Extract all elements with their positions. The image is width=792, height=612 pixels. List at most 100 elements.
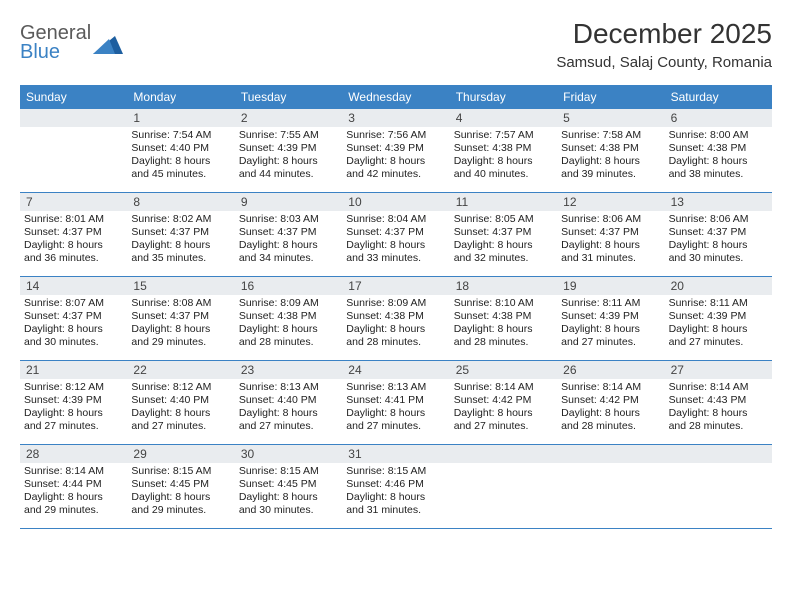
sunset-text: Sunset: 4:37 PM bbox=[131, 226, 228, 239]
daylight-line2: and 28 minutes. bbox=[454, 336, 551, 349]
sunset-text: Sunset: 4:42 PM bbox=[454, 394, 551, 407]
day-body: Sunrise: 8:04 AMSunset: 4:37 PMDaylight:… bbox=[342, 211, 449, 270]
sunset-text: Sunset: 4:42 PM bbox=[561, 394, 658, 407]
daylight-line1: Daylight: 8 hours bbox=[24, 407, 121, 420]
daylight-line1: Daylight: 8 hours bbox=[239, 491, 336, 504]
day-number bbox=[450, 445, 557, 463]
sunrise-text: Sunrise: 8:10 AM bbox=[454, 297, 551, 310]
daylight-line1: Daylight: 8 hours bbox=[131, 323, 228, 336]
day-body: Sunrise: 8:14 AMSunset: 4:43 PMDaylight:… bbox=[665, 379, 772, 438]
dow-header: Tuesday bbox=[235, 85, 342, 109]
calendar-cell: 5Sunrise: 7:58 AMSunset: 4:38 PMDaylight… bbox=[557, 109, 664, 193]
day-body: Sunrise: 8:03 AMSunset: 4:37 PMDaylight:… bbox=[235, 211, 342, 270]
day-body: Sunrise: 8:06 AMSunset: 4:37 PMDaylight:… bbox=[557, 211, 664, 270]
daylight-line2: and 35 minutes. bbox=[131, 252, 228, 265]
dow-header: Sunday bbox=[20, 85, 127, 109]
calendar-cell: 30Sunrise: 8:15 AMSunset: 4:45 PMDayligh… bbox=[235, 445, 342, 529]
sunrise-text: Sunrise: 8:04 AM bbox=[346, 213, 443, 226]
day-body: Sunrise: 8:05 AMSunset: 4:37 PMDaylight:… bbox=[450, 211, 557, 270]
daylight-line2: and 28 minutes. bbox=[561, 420, 658, 433]
location-text: Samsud, Salaj County, Romania bbox=[556, 54, 772, 71]
sunrise-text: Sunrise: 7:58 AM bbox=[561, 129, 658, 142]
sunset-text: Sunset: 4:37 PM bbox=[24, 226, 121, 239]
calendar-cell: 31Sunrise: 8:15 AMSunset: 4:46 PMDayligh… bbox=[342, 445, 449, 529]
sunset-text: Sunset: 4:39 PM bbox=[24, 394, 121, 407]
day-number: 19 bbox=[557, 277, 664, 295]
day-body: Sunrise: 8:15 AMSunset: 4:45 PMDaylight:… bbox=[235, 463, 342, 522]
dow-header: Monday bbox=[127, 85, 234, 109]
sunrise-text: Sunrise: 8:12 AM bbox=[131, 381, 228, 394]
day-number: 30 bbox=[235, 445, 342, 463]
week-row: 1Sunrise: 7:54 AMSunset: 4:40 PMDaylight… bbox=[20, 109, 772, 193]
week-row: 14Sunrise: 8:07 AMSunset: 4:37 PMDayligh… bbox=[20, 277, 772, 361]
daylight-line2: and 38 minutes. bbox=[669, 168, 766, 181]
daylight-line2: and 27 minutes. bbox=[239, 420, 336, 433]
daylight-line2: and 30 minutes. bbox=[24, 336, 121, 349]
day-body bbox=[665, 463, 772, 523]
day-number: 21 bbox=[20, 361, 127, 379]
sunrise-text: Sunrise: 8:14 AM bbox=[561, 381, 658, 394]
calendar-cell: 8Sunrise: 8:02 AMSunset: 4:37 PMDaylight… bbox=[127, 193, 234, 277]
sunrise-text: Sunrise: 8:03 AM bbox=[239, 213, 336, 226]
sunset-text: Sunset: 4:40 PM bbox=[131, 394, 228, 407]
calendar-cell: 19Sunrise: 8:11 AMSunset: 4:39 PMDayligh… bbox=[557, 277, 664, 361]
day-body: Sunrise: 7:57 AMSunset: 4:38 PMDaylight:… bbox=[450, 127, 557, 186]
daylight-line2: and 27 minutes. bbox=[561, 336, 658, 349]
daylight-line2: and 27 minutes. bbox=[669, 336, 766, 349]
daylight-line2: and 31 minutes. bbox=[346, 504, 443, 517]
calendar-cell bbox=[450, 445, 557, 529]
dow-header: Thursday bbox=[450, 85, 557, 109]
day-body: Sunrise: 8:15 AMSunset: 4:46 PMDaylight:… bbox=[342, 463, 449, 522]
sunset-text: Sunset: 4:37 PM bbox=[239, 226, 336, 239]
daylight-line1: Daylight: 8 hours bbox=[239, 155, 336, 168]
daylight-line2: and 28 minutes. bbox=[669, 420, 766, 433]
sunset-text: Sunset: 4:38 PM bbox=[454, 142, 551, 155]
sunset-text: Sunset: 4:44 PM bbox=[24, 478, 121, 491]
sunset-text: Sunset: 4:41 PM bbox=[346, 394, 443, 407]
calendar-cell: 15Sunrise: 8:08 AMSunset: 4:37 PMDayligh… bbox=[127, 277, 234, 361]
daylight-line1: Daylight: 8 hours bbox=[131, 491, 228, 504]
sunrise-text: Sunrise: 8:06 AM bbox=[669, 213, 766, 226]
sunrise-text: Sunrise: 7:54 AM bbox=[131, 129, 228, 142]
day-number: 24 bbox=[342, 361, 449, 379]
calendar-cell: 21Sunrise: 8:12 AMSunset: 4:39 PMDayligh… bbox=[20, 361, 127, 445]
day-body: Sunrise: 8:08 AMSunset: 4:37 PMDaylight:… bbox=[127, 295, 234, 354]
calendar-cell: 11Sunrise: 8:05 AMSunset: 4:37 PMDayligh… bbox=[450, 193, 557, 277]
sunrise-text: Sunrise: 8:06 AM bbox=[561, 213, 658, 226]
day-number: 17 bbox=[342, 277, 449, 295]
daylight-line2: and 27 minutes. bbox=[24, 420, 121, 433]
day-body: Sunrise: 7:55 AMSunset: 4:39 PMDaylight:… bbox=[235, 127, 342, 186]
daylight-line1: Daylight: 8 hours bbox=[346, 239, 443, 252]
sunset-text: Sunset: 4:37 PM bbox=[131, 310, 228, 323]
calendar-cell: 18Sunrise: 8:10 AMSunset: 4:38 PMDayligh… bbox=[450, 277, 557, 361]
sunrise-text: Sunrise: 7:56 AM bbox=[346, 129, 443, 142]
sunrise-text: Sunrise: 8:01 AM bbox=[24, 213, 121, 226]
calendar-cell: 7Sunrise: 8:01 AMSunset: 4:37 PMDaylight… bbox=[20, 193, 127, 277]
day-body: Sunrise: 7:58 AMSunset: 4:38 PMDaylight:… bbox=[557, 127, 664, 186]
sunset-text: Sunset: 4:37 PM bbox=[669, 226, 766, 239]
dow-header: Saturday bbox=[665, 85, 772, 109]
daylight-line1: Daylight: 8 hours bbox=[454, 407, 551, 420]
calendar-cell: 14Sunrise: 8:07 AMSunset: 4:37 PMDayligh… bbox=[20, 277, 127, 361]
daylight-line2: and 30 minutes. bbox=[669, 252, 766, 265]
sunrise-text: Sunrise: 8:05 AM bbox=[454, 213, 551, 226]
day-number: 26 bbox=[557, 361, 664, 379]
sunrise-text: Sunrise: 8:14 AM bbox=[24, 465, 121, 478]
daylight-line2: and 33 minutes. bbox=[346, 252, 443, 265]
daylight-line1: Daylight: 8 hours bbox=[24, 239, 121, 252]
logo: General Blue bbox=[20, 24, 123, 62]
daylight-line1: Daylight: 8 hours bbox=[561, 239, 658, 252]
day-body: Sunrise: 8:13 AMSunset: 4:40 PMDaylight:… bbox=[235, 379, 342, 438]
daylight-line2: and 30 minutes. bbox=[239, 504, 336, 517]
day-number: 13 bbox=[665, 193, 772, 211]
calendar-cell: 9Sunrise: 8:03 AMSunset: 4:37 PMDaylight… bbox=[235, 193, 342, 277]
day-number bbox=[557, 445, 664, 463]
day-number: 5 bbox=[557, 109, 664, 127]
day-number: 14 bbox=[20, 277, 127, 295]
daylight-line1: Daylight: 8 hours bbox=[24, 491, 121, 504]
daylight-line2: and 32 minutes. bbox=[454, 252, 551, 265]
calendar-cell: 16Sunrise: 8:09 AMSunset: 4:38 PMDayligh… bbox=[235, 277, 342, 361]
day-number: 3 bbox=[342, 109, 449, 127]
sunrise-text: Sunrise: 8:15 AM bbox=[346, 465, 443, 478]
day-number: 28 bbox=[20, 445, 127, 463]
